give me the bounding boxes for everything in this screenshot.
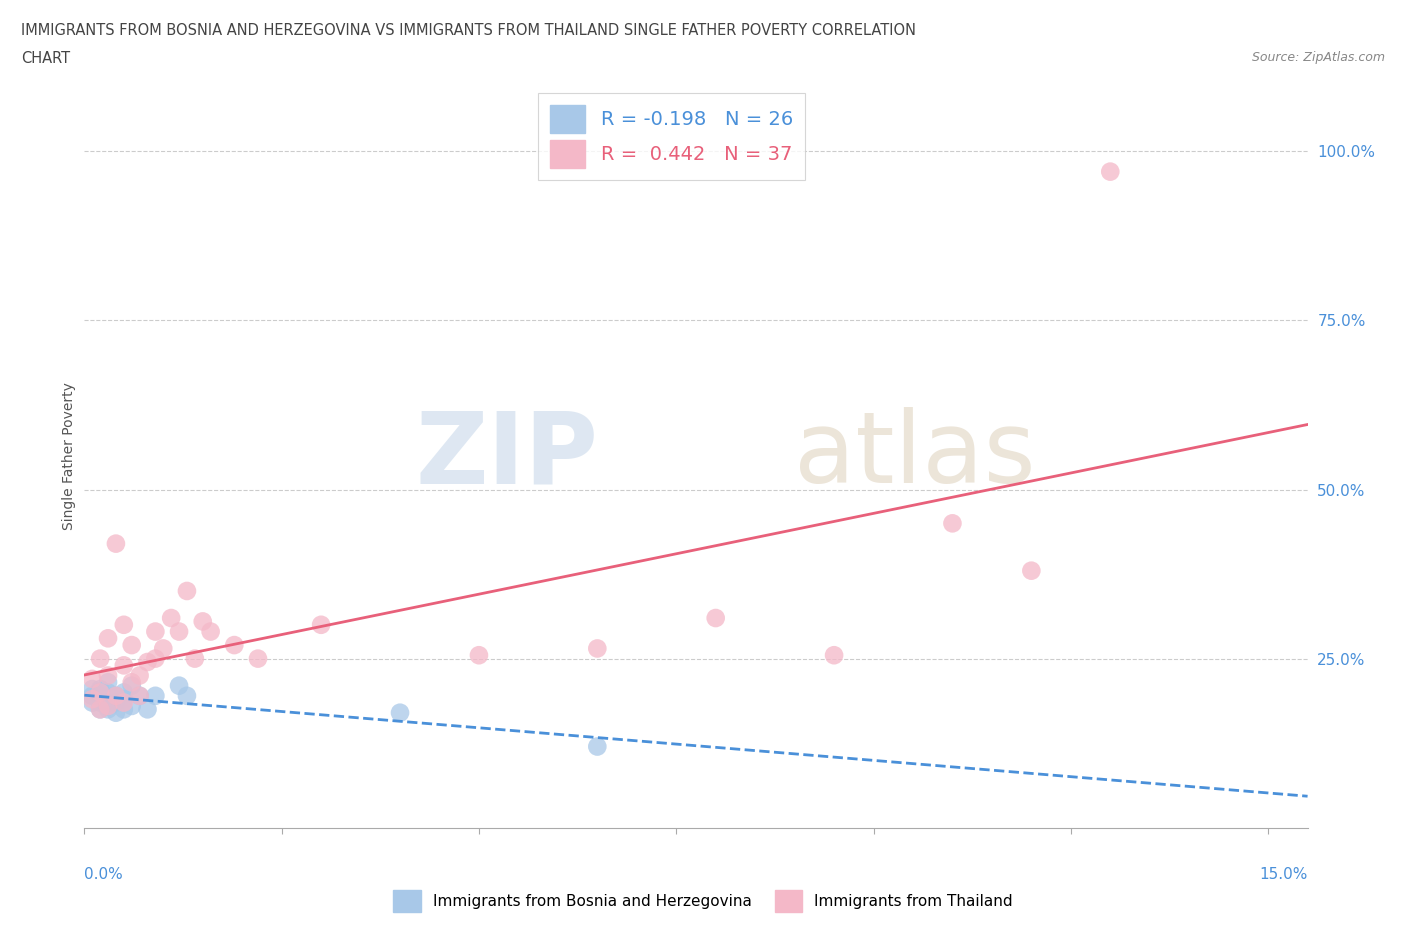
Point <box>97 668 120 683</box>
Point <box>128 668 150 683</box>
Point <box>121 698 143 713</box>
Text: 15.0%: 15.0% <box>1260 867 1308 882</box>
Point <box>823 648 845 663</box>
Point <box>121 638 143 653</box>
Point <box>160 611 183 626</box>
Point <box>128 688 150 703</box>
Point <box>112 695 135 710</box>
Point <box>97 695 120 710</box>
Legend: Immigrants from Bosnia and Herzegovina, Immigrants from Thailand: Immigrants from Bosnia and Herzegovina, … <box>387 884 1019 918</box>
Point <box>104 688 127 703</box>
Point <box>586 641 609 656</box>
Point <box>82 688 104 703</box>
Point <box>167 678 190 693</box>
Point <box>104 705 127 720</box>
Point <box>112 658 135 672</box>
Point <box>200 624 222 639</box>
Point <box>184 651 207 666</box>
Point <box>112 692 135 707</box>
Point <box>176 688 198 703</box>
Point <box>112 685 135 700</box>
Point <box>176 583 198 598</box>
Point <box>136 655 159 670</box>
Point <box>1021 564 1043 578</box>
Point <box>468 648 491 663</box>
Point <box>121 678 143 693</box>
Point <box>145 624 167 639</box>
Point <box>89 695 111 710</box>
Point <box>145 651 167 666</box>
Point <box>97 702 120 717</box>
Point <box>89 688 111 703</box>
Point <box>704 611 727 626</box>
Legend: R = -0.198   N = 26, R =  0.442   N = 37: R = -0.198 N = 26, R = 0.442 N = 37 <box>538 93 804 179</box>
Point <box>121 675 143 690</box>
Text: 0.0%: 0.0% <box>84 867 124 882</box>
Text: CHART: CHART <box>21 51 70 66</box>
Point <box>82 692 104 707</box>
Point <box>941 516 963 531</box>
Point <box>97 631 120 645</box>
Point <box>97 698 120 713</box>
Point <box>224 638 246 653</box>
Point <box>389 705 412 720</box>
Y-axis label: Single Father Poverty: Single Father Poverty <box>62 381 76 530</box>
Point <box>104 537 127 551</box>
Point <box>309 618 332 632</box>
Point <box>246 651 269 666</box>
Point <box>128 688 150 703</box>
Point <box>97 675 120 690</box>
Point <box>586 739 609 754</box>
Point <box>152 641 174 656</box>
Point <box>112 618 135 632</box>
Text: ZIP: ZIP <box>415 407 598 504</box>
Text: IMMIGRANTS FROM BOSNIA AND HERZEGOVINA VS IMMIGRANTS FROM THAILAND SINGLE FATHER: IMMIGRANTS FROM BOSNIA AND HERZEGOVINA V… <box>21 23 917 38</box>
Text: Source: ZipAtlas.com: Source: ZipAtlas.com <box>1251 51 1385 64</box>
Point <box>89 702 111 717</box>
Point <box>89 682 111 697</box>
Text: atlas: atlas <box>794 407 1035 504</box>
Point <box>191 614 214 629</box>
Point <box>104 695 127 710</box>
Point <box>82 682 104 697</box>
Point <box>82 695 104 710</box>
Point <box>104 688 127 703</box>
Point <box>145 688 167 703</box>
Point <box>136 702 159 717</box>
Point <box>97 685 120 700</box>
Point <box>89 685 111 700</box>
Point <box>1099 165 1122 179</box>
Point <box>167 624 190 639</box>
Point <box>82 671 104 686</box>
Point <box>89 651 111 666</box>
Point <box>89 702 111 717</box>
Point <box>112 702 135 717</box>
